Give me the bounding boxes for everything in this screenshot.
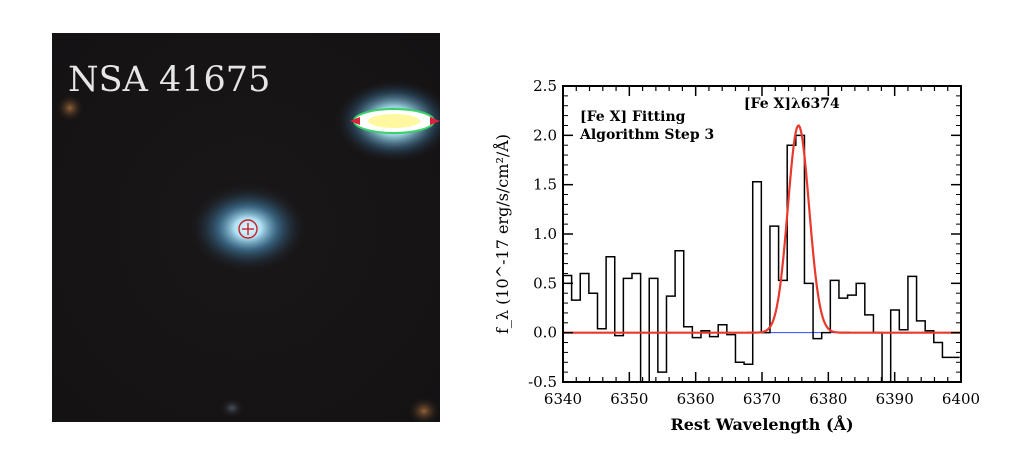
spectrum-chart: 6340 6350 6360 6370 6380 6390 6400 -0.5 0.0 0.5 1.… bbox=[492, 77, 980, 434]
image-label: NSA 41675 bbox=[68, 60, 270, 100]
faint-source bbox=[56, 94, 84, 122]
line-label: [Fe X]λ6374 bbox=[744, 96, 840, 112]
x-tick-label: 6350 bbox=[610, 390, 648, 408]
bright-star-core bbox=[368, 114, 420, 128]
galaxy-image: NSA 41675 bbox=[52, 33, 440, 422]
bright-star-flare bbox=[430, 117, 440, 125]
x-tick-label: 6380 bbox=[809, 390, 847, 408]
x-tick-label: 6390 bbox=[876, 390, 914, 408]
faint-source bbox=[408, 397, 440, 422]
faint-source bbox=[220, 398, 244, 418]
y-tick-label: 2.5 bbox=[533, 77, 557, 95]
y-tick-label: 0.5 bbox=[533, 274, 557, 292]
plot-annotation: [Fe X] Fitting bbox=[580, 109, 686, 125]
target-marker-icon bbox=[238, 219, 258, 239]
y-axis-label: f_λ (10^-17 erg/s/cm²/Å) bbox=[492, 134, 512, 334]
x-tick-label: 6360 bbox=[677, 390, 715, 408]
x-axis-label: Rest Wavelength (Å) bbox=[670, 413, 853, 434]
x-tick-label: 6370 bbox=[743, 390, 781, 408]
y-tick-label: 1.0 bbox=[533, 225, 557, 243]
gaussian-fit-line bbox=[563, 124, 961, 334]
y-tick-label: 2.0 bbox=[533, 126, 557, 144]
y-tick-label: -0.5 bbox=[528, 373, 557, 391]
series-group bbox=[563, 124, 961, 382]
spectrum-step-line bbox=[563, 134, 960, 382]
bright-star-flare bbox=[350, 117, 360, 125]
plot-annotation: Algorithm Step 3 bbox=[579, 127, 714, 143]
y-tick-label: 0.0 bbox=[533, 324, 557, 342]
x-tick-label: 6400 bbox=[942, 390, 980, 408]
x-tick-label: 6340 bbox=[544, 390, 582, 408]
y-tick-label: 1.5 bbox=[533, 176, 557, 194]
